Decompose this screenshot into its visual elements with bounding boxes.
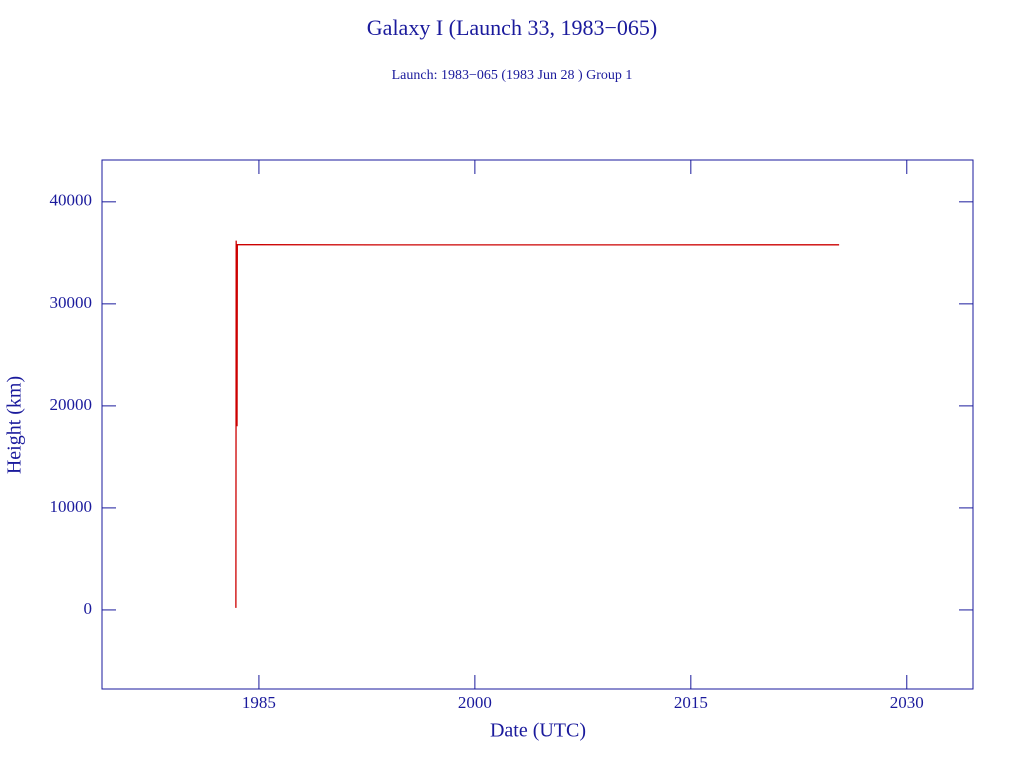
y-tick-label: 40000 [50, 191, 93, 210]
y-tick-label: 0 [84, 599, 93, 618]
x-tick-label: 2030 [890, 693, 924, 712]
x-tick-label: 2000 [458, 693, 492, 712]
x-axis-label: Date (UTC) [490, 720, 586, 742]
y-axis-label: Height (km) [4, 376, 26, 474]
y-tick-label: 20000 [50, 395, 93, 414]
data-line [235, 240, 840, 608]
x-tick-label: 1985 [242, 693, 276, 712]
y-tick-label: 30000 [50, 293, 93, 312]
chart-title: Galaxy I (Launch 33, 1983−065) [367, 15, 657, 40]
x-tick-label: 2015 [674, 693, 708, 712]
y-tick-label: 10000 [50, 497, 93, 516]
chart-subtitle: Launch: 1983−065 (1983 Jun 28 ) Group 1 [392, 68, 633, 83]
plot-frame [101, 159, 974, 690]
